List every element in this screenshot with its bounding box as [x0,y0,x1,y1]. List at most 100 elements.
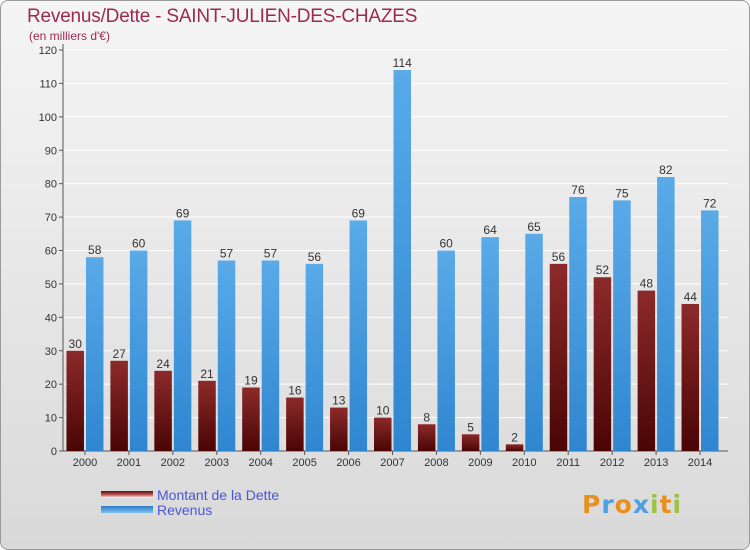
y-tick-label: 90 [45,145,57,157]
x-tick-label: 2011 [556,457,580,469]
x-tick-label: 2003 [205,457,229,469]
data-label-dette: 44 [684,290,698,304]
data-label-revenus: 64 [483,223,497,237]
bar-revenus [437,250,455,451]
data-label-revenus: 60 [440,237,454,251]
data-label-revenus: 69 [352,206,366,220]
data-labels: 30 58 27 60 24 69 21 57 19 57 16 56 13 69 10 114 8 60 5 64 2… [69,56,717,444]
bar-dette [198,380,216,451]
data-label-revenus: 75 [615,186,629,200]
x-tick-label: 2010 [512,457,536,469]
data-label-revenus: 114 [393,56,412,70]
bar-dette [417,424,436,451]
legend-swatch-revenus [101,506,153,513]
bar-dette [637,290,656,451]
data-label-dette: 8 [423,410,430,424]
y-tick-label: 20 [45,379,57,391]
data-label-revenus: 57 [264,247,278,261]
y-tick-label: 30 [45,346,57,358]
logo-letter: t [659,490,673,519]
logo-letter: r [601,490,615,519]
legend-swatch-dette [101,491,153,498]
data-label-dette: 27 [112,347,126,361]
data-label-dette: 13 [332,394,346,408]
x-tick-label: 2002 [161,457,185,469]
x-tick-label: 2014 [688,457,712,469]
data-label-revenus: 60 [132,237,146,251]
bar-dette [154,370,172,451]
data-label-dette: 2 [511,430,518,444]
data-label-revenus: 65 [527,220,541,234]
data-label-dette: 30 [69,337,83,351]
x-tick-label: 2007 [380,457,404,469]
bar-revenus [129,250,148,451]
bar-revenus [393,70,411,452]
y-tick-label: 10 [45,413,57,425]
bar-revenus [525,233,543,451]
data-label-dette: 56 [552,250,566,264]
data-label-revenus: 58 [88,243,102,257]
data-label-dette: 5 [467,420,474,434]
data-label-dette: 19 [244,374,258,388]
data-label-dette: 24 [156,357,170,371]
data-label-dette: 52 [596,263,610,277]
bar-dette [242,387,260,451]
legend-label-dette: Montant de la Dette [157,487,280,503]
x-tick-label: 2009 [468,457,492,469]
bar-dette [286,397,304,451]
bars [66,70,719,452]
y-tick-label: 60 [45,246,57,258]
logo-letter: x [632,490,650,519]
data-label-dette: 21 [200,367,214,381]
y-tick-label: 50 [45,279,57,291]
bar-revenus [349,220,368,451]
y-tick-label: 80 [45,179,57,191]
bar-dette [66,350,84,451]
bar-dette [110,360,128,451]
bar-revenus [657,176,675,451]
data-label-revenus: 57 [220,247,234,261]
x-tick-label: 2013 [644,457,668,469]
x-tick-label: 2008 [424,457,448,469]
x-tick-label: 2001 [117,457,141,469]
chart-subtitle: (en milliers d'€) [29,29,110,43]
data-label-revenus: 56 [308,250,322,264]
data-label-dette: 16 [288,384,302,398]
y-tick-label: 70 [45,212,57,224]
bar-dette [593,277,612,451]
x-tick-label: 2012 [600,457,624,469]
data-label-dette: 48 [640,277,654,291]
logo-letter: o [614,490,633,519]
bar-revenus [305,263,324,451]
bar-revenus [261,260,280,451]
bar-dette [374,417,392,451]
bar-dette [681,303,700,451]
data-label-revenus: 82 [659,163,673,177]
data-label-dette: 10 [376,404,390,418]
x-tick-label: 2004 [248,457,272,469]
bar-revenus [173,220,192,451]
data-label-revenus: 72 [703,196,717,210]
bar-revenus [569,197,587,451]
bar-dette [330,407,348,451]
data-label-revenus: 76 [571,183,585,197]
chart-title: Revenus/Dette - SAINT-JULIEN-DES-CHAZES [27,6,418,27]
bar-revenus [481,237,499,451]
legend-label-revenus: Revenus [157,502,213,518]
logo-letter: i [672,490,683,519]
bar-dette [549,263,568,451]
y-tick-label: 0 [51,446,57,458]
proxiti-logo: Proxiti [582,490,682,519]
bar-revenus [701,210,719,451]
y-tick-label: 100 [39,112,57,124]
logo-letter: P [582,490,602,519]
bar-revenus [217,260,236,451]
bar-revenus [85,257,104,451]
bar-dette [505,444,524,451]
x-tick-label: 2000 [73,457,97,469]
y-tick-label: 40 [45,312,57,324]
bar-dette [461,434,480,451]
logo-letter: i [650,490,660,519]
